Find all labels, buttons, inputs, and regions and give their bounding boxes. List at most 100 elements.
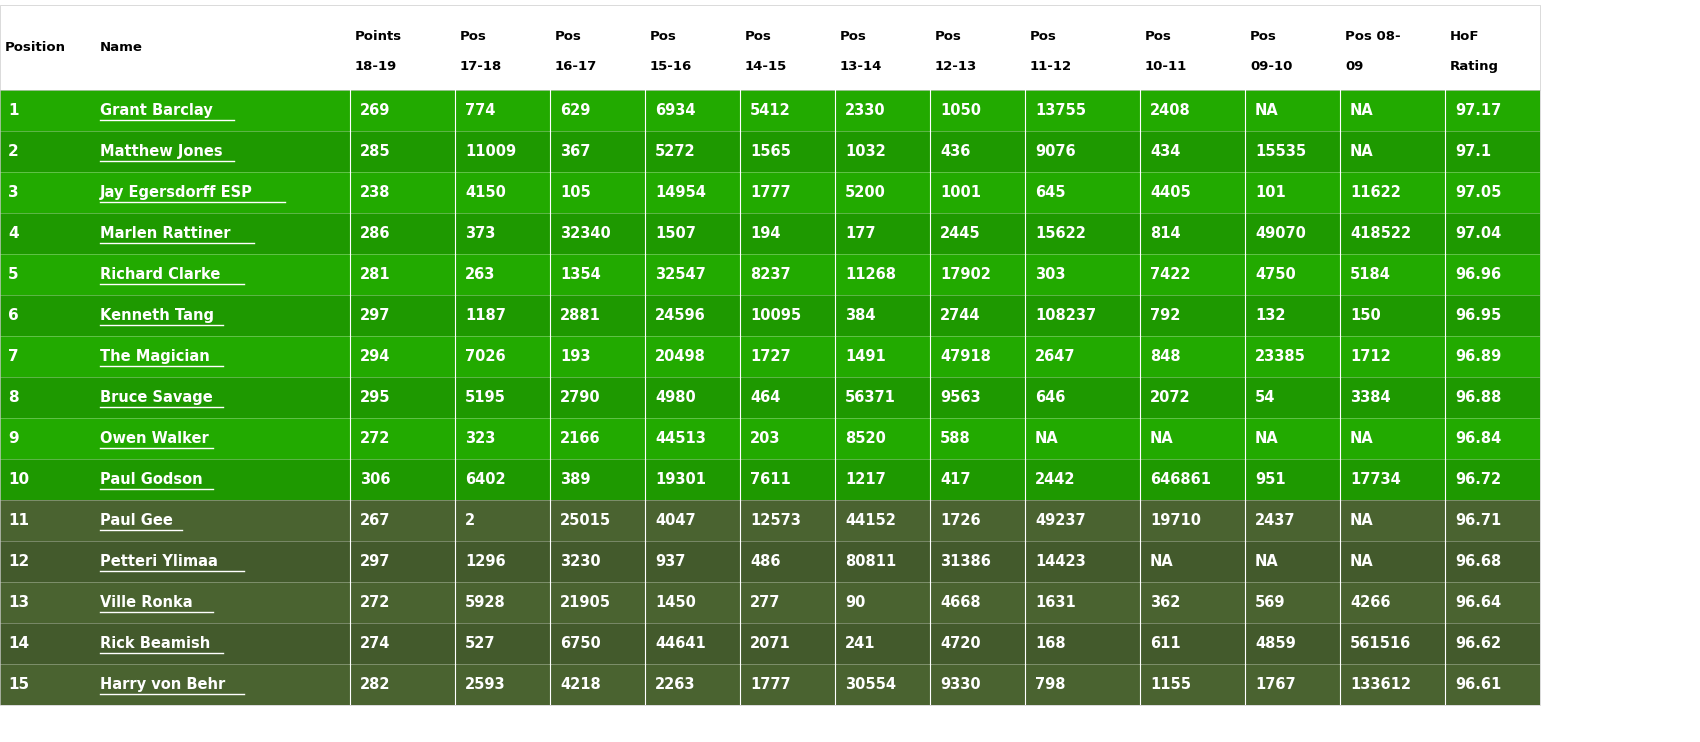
- Text: 9330: 9330: [940, 677, 981, 692]
- Text: 14-15: 14-15: [745, 60, 787, 73]
- FancyBboxPatch shape: [0, 664, 1540, 705]
- Text: 12-13: 12-13: [935, 60, 978, 73]
- Text: 9563: 9563: [940, 390, 981, 405]
- Text: 1631: 1631: [1035, 595, 1076, 610]
- Text: 2072: 2072: [1149, 390, 1190, 405]
- Text: Harry von Behr: Harry von Behr: [100, 677, 224, 692]
- Text: 4047: 4047: [654, 513, 695, 528]
- Text: 17902: 17902: [940, 267, 991, 282]
- Text: 97.04: 97.04: [1455, 226, 1501, 241]
- Text: 9076: 9076: [1035, 144, 1076, 159]
- Text: 1767: 1767: [1255, 677, 1295, 692]
- Text: 150: 150: [1350, 308, 1380, 323]
- Text: 303: 303: [1035, 267, 1066, 282]
- Text: 2790: 2790: [559, 390, 600, 405]
- Text: 561516: 561516: [1350, 636, 1411, 651]
- Text: 2166: 2166: [559, 431, 600, 446]
- Text: 14: 14: [8, 636, 29, 651]
- Text: 96.96: 96.96: [1455, 267, 1501, 282]
- Text: NA: NA: [1255, 431, 1278, 446]
- Text: NA: NA: [1350, 103, 1374, 118]
- Text: 44513: 44513: [654, 431, 706, 446]
- Text: 611: 611: [1149, 636, 1180, 651]
- Text: 56371: 56371: [845, 390, 896, 405]
- Text: Petteri Ylimaa: Petteri Ylimaa: [100, 554, 218, 569]
- Text: 792: 792: [1149, 308, 1180, 323]
- Text: 12573: 12573: [750, 513, 801, 528]
- Text: 7026: 7026: [466, 349, 505, 364]
- Text: 646: 646: [1035, 390, 1066, 405]
- Text: 569: 569: [1255, 595, 1285, 610]
- Text: 80811: 80811: [845, 554, 896, 569]
- Text: 418522: 418522: [1350, 226, 1411, 241]
- Text: Jay Egersdorff ESP: Jay Egersdorff ESP: [100, 185, 253, 200]
- Text: 1777: 1777: [750, 185, 791, 200]
- Text: 96.88: 96.88: [1455, 390, 1501, 405]
- Text: 645: 645: [1035, 185, 1066, 200]
- Text: 323: 323: [466, 431, 495, 446]
- Text: 4150: 4150: [466, 185, 507, 200]
- Text: 629: 629: [559, 103, 590, 118]
- Text: 646861: 646861: [1149, 472, 1210, 487]
- Text: 97.05: 97.05: [1455, 185, 1501, 200]
- Text: 2445: 2445: [940, 226, 981, 241]
- Text: 14423: 14423: [1035, 554, 1086, 569]
- Text: Pos: Pos: [1030, 30, 1057, 43]
- Text: 97.17: 97.17: [1455, 103, 1501, 118]
- Text: 32547: 32547: [654, 267, 706, 282]
- Text: NA: NA: [1255, 554, 1278, 569]
- Text: 486: 486: [750, 554, 780, 569]
- Text: 7611: 7611: [750, 472, 791, 487]
- Text: 281: 281: [360, 267, 391, 282]
- Text: 13755: 13755: [1035, 103, 1086, 118]
- Text: 15622: 15622: [1035, 226, 1086, 241]
- Text: NA: NA: [1255, 103, 1278, 118]
- Text: 285: 285: [360, 144, 391, 159]
- Text: Pos: Pos: [935, 30, 962, 43]
- Text: 2442: 2442: [1035, 472, 1076, 487]
- Text: 4405: 4405: [1149, 185, 1190, 200]
- FancyBboxPatch shape: [0, 582, 1540, 623]
- FancyBboxPatch shape: [0, 254, 1540, 295]
- Text: 168: 168: [1035, 636, 1066, 651]
- Text: 1217: 1217: [845, 472, 886, 487]
- Text: 848: 848: [1149, 349, 1180, 364]
- Text: 277: 277: [750, 595, 780, 610]
- Text: 1726: 1726: [940, 513, 981, 528]
- Text: 16-17: 16-17: [554, 60, 597, 73]
- Text: Name: Name: [100, 41, 143, 53]
- Text: 2: 2: [466, 513, 474, 528]
- Text: 951: 951: [1255, 472, 1285, 487]
- Text: 3: 3: [8, 185, 19, 200]
- Text: 105: 105: [559, 185, 592, 200]
- Text: 297: 297: [360, 554, 391, 569]
- FancyBboxPatch shape: [0, 377, 1540, 418]
- Text: 527: 527: [466, 636, 495, 651]
- Text: 1050: 1050: [940, 103, 981, 118]
- Text: 11009: 11009: [466, 144, 517, 159]
- Text: 1565: 1565: [750, 144, 791, 159]
- Text: 4: 4: [8, 226, 19, 241]
- Text: 10-11: 10-11: [1146, 60, 1187, 73]
- Text: 272: 272: [360, 595, 391, 610]
- Text: 798: 798: [1035, 677, 1066, 692]
- Text: 96.64: 96.64: [1455, 595, 1501, 610]
- Text: 434: 434: [1149, 144, 1180, 159]
- Text: Pos: Pos: [745, 30, 772, 43]
- Text: 18-19: 18-19: [355, 60, 398, 73]
- Text: 11: 11: [8, 513, 29, 528]
- Text: The Magician: The Magician: [100, 349, 209, 364]
- Text: 47918: 47918: [940, 349, 991, 364]
- Text: 1777: 1777: [750, 677, 791, 692]
- Text: 25015: 25015: [559, 513, 610, 528]
- Text: 2: 2: [8, 144, 19, 159]
- Text: 10: 10: [8, 472, 29, 487]
- FancyBboxPatch shape: [0, 459, 1540, 500]
- Text: Rick Beamish: Rick Beamish: [100, 636, 211, 651]
- Text: 464: 464: [750, 390, 780, 405]
- Text: 11622: 11622: [1350, 185, 1401, 200]
- Text: 367: 367: [559, 144, 590, 159]
- Text: 133612: 133612: [1350, 677, 1411, 692]
- Text: 1507: 1507: [654, 226, 695, 241]
- Text: 203: 203: [750, 431, 780, 446]
